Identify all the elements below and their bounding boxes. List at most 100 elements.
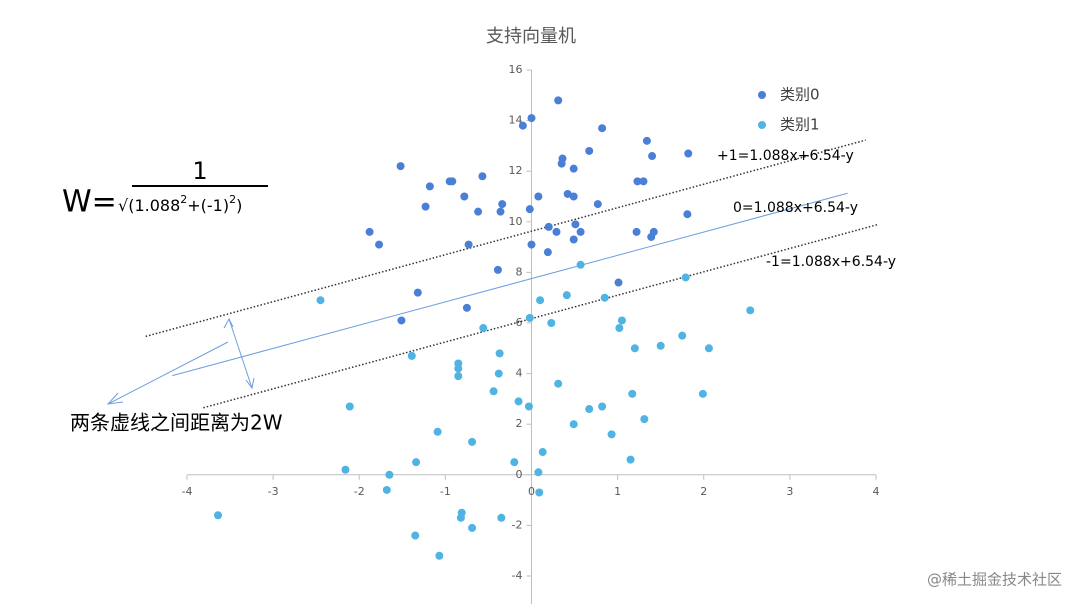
y-tick-label: -2: [512, 518, 523, 531]
data-point: [474, 207, 483, 216]
data-point: [535, 488, 544, 497]
annotation: 两条虚线之间距离为2W: [70, 411, 283, 435]
data-point: [365, 227, 374, 236]
data-point: [639, 177, 648, 186]
data-point: [576, 227, 585, 236]
data-point: [524, 402, 533, 411]
x-tick-label: -4: [182, 485, 193, 498]
data-point: [633, 177, 642, 186]
data-point: [468, 523, 477, 532]
data-point: [617, 316, 626, 325]
data-point: [704, 344, 713, 353]
data-point: [626, 455, 635, 464]
data-point: [527, 114, 536, 123]
data-point: [552, 227, 561, 236]
data-point: [454, 364, 463, 373]
data-point: [494, 369, 503, 378]
data-point: [411, 531, 420, 540]
arrows: [106, 317, 255, 405]
data-point: [600, 293, 609, 302]
data-point: [479, 324, 488, 333]
data-point: [593, 200, 602, 209]
data-point: [425, 182, 434, 191]
data-point: [460, 192, 469, 201]
data-point: [448, 177, 457, 186]
formula-lhs: W=: [62, 185, 117, 220]
data-point: [538, 448, 547, 457]
x-tick-label: 1: [614, 485, 621, 498]
data-point: [496, 207, 505, 216]
data-point: [433, 427, 442, 436]
data-point: [571, 220, 580, 229]
data-point: [569, 420, 578, 429]
data-point: [462, 303, 471, 312]
data-point: [456, 513, 465, 522]
data-point: [489, 387, 498, 396]
x-tick-label: 3: [786, 485, 793, 498]
legend-marker: [758, 91, 766, 99]
data-point: [554, 379, 563, 388]
data-point: [497, 513, 506, 522]
data-point: [640, 415, 649, 424]
data-point: [536, 296, 545, 305]
data-point: [493, 265, 502, 274]
data-point: [576, 260, 585, 269]
data-point: [648, 152, 657, 161]
data-point: [527, 240, 536, 249]
data-point: [421, 202, 430, 211]
data-point: [642, 136, 651, 145]
data-point: [382, 485, 391, 494]
data-point: [614, 278, 623, 287]
data-point: [569, 235, 578, 244]
data-point: [514, 397, 523, 406]
data-point: [543, 248, 552, 257]
y-tick-label: 4: [516, 367, 523, 380]
data-point: [396, 162, 405, 171]
data-point: [464, 240, 473, 249]
data-point: [407, 351, 416, 360]
data-point: [615, 324, 624, 333]
boundary-line: [203, 223, 879, 409]
x-tick-label: -3: [268, 485, 279, 498]
data-point: [534, 192, 543, 201]
legend-marker: [758, 121, 766, 129]
data-point: [375, 240, 384, 249]
x-tick-label: -1: [440, 485, 451, 498]
data-point: [498, 200, 507, 209]
data-point: [684, 149, 693, 158]
data-point: [656, 341, 665, 350]
y-tick-label: 14: [509, 114, 523, 127]
formula-denominator: √(1.0882+(-1)2): [118, 193, 242, 215]
x-tick-label: -2: [354, 485, 365, 498]
data-point: [454, 372, 463, 381]
data-point: [562, 291, 571, 300]
data-point: [544, 222, 553, 231]
data-point: [683, 210, 692, 219]
data-point: [341, 465, 350, 474]
data-point: [647, 232, 656, 241]
line-label: -1=1.088x+6.54-y: [766, 254, 896, 270]
data-point: [598, 124, 607, 133]
data-point: [525, 313, 534, 322]
boundary-line: [172, 192, 848, 377]
data-point: [607, 430, 616, 439]
data-point: [554, 96, 563, 105]
x-tick-label: 4: [873, 485, 880, 498]
data-point: [525, 205, 534, 214]
data-point: [214, 511, 223, 520]
data-point: [628, 389, 637, 398]
data-point: [569, 164, 578, 173]
legend-label: 类别0: [780, 86, 820, 104]
legend-label: 类别1: [780, 116, 820, 134]
data-point: [681, 273, 690, 282]
data-point: [632, 227, 641, 236]
formula-numerator: 1: [192, 157, 207, 185]
data-point: [316, 296, 325, 305]
data-point: [435, 551, 444, 560]
data-point: [510, 458, 519, 467]
data-point: [413, 288, 422, 297]
x-tick-label: 2: [700, 485, 707, 498]
data-point: [468, 437, 477, 446]
y-tick-label: 12: [509, 164, 523, 177]
